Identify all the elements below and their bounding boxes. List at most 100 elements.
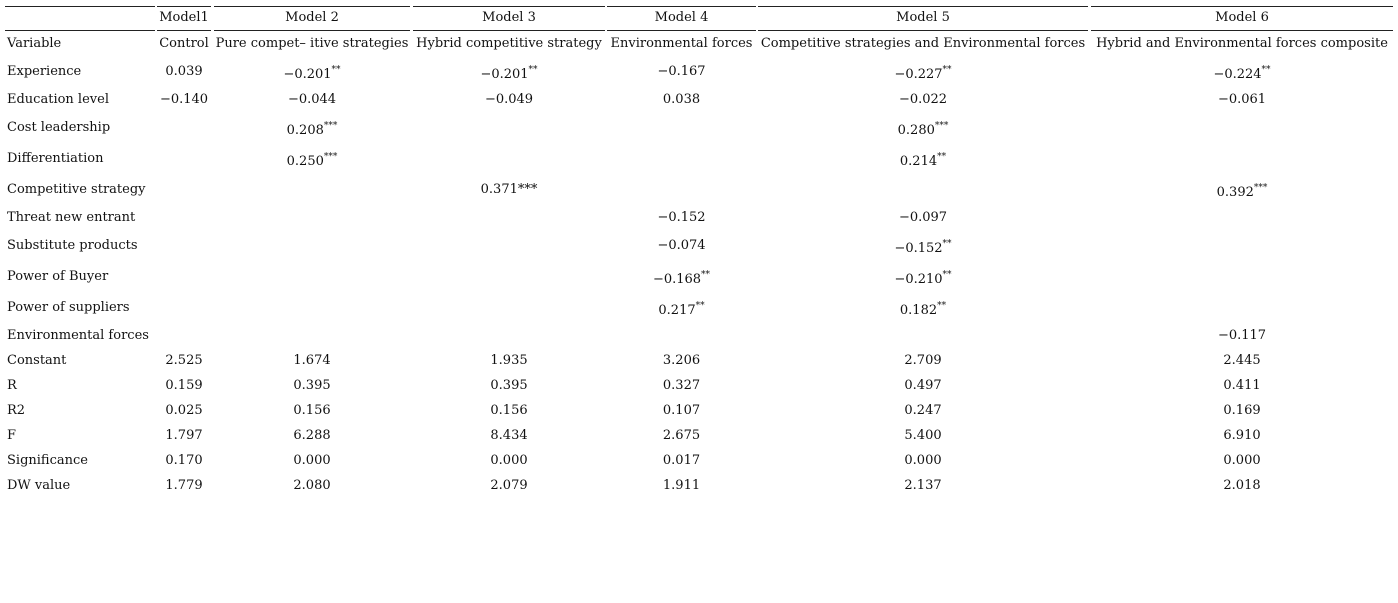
table-cell: 0.156 [490, 403, 528, 418]
table-cell: −0.168** [607, 270, 756, 289]
table-cell: −0.117 [1217, 328, 1267, 343]
row-label: R2 [7, 403, 26, 418]
table-rule [157, 6, 211, 7]
table-cell: −0.044 [287, 92, 337, 107]
table-cell: 0.217** [607, 301, 756, 320]
table-cell: −0.152 [657, 210, 706, 225]
row-label: Power of suppliers [7, 300, 130, 315]
cell-value: 0.217 [658, 303, 696, 318]
table-cell: 2.079 [490, 478, 528, 493]
table-cell: 0.025 [165, 403, 203, 418]
row-label: Differentiation [7, 151, 104, 166]
row-label: Competitive strategy [7, 182, 146, 197]
table-cell: 0.280*** [758, 121, 1088, 140]
table-cell: 0.208*** [214, 121, 410, 140]
table-cell: −0.152** [758, 239, 1088, 258]
column-header: Model 2 [285, 10, 339, 25]
table-rule [607, 6, 756, 7]
row-label: Environmental forces [7, 328, 149, 343]
column-header: Model 3 [482, 10, 536, 25]
significance-mark: ** [942, 270, 952, 280]
cell-value: 0.250 [286, 154, 324, 169]
table-cell: 0.182** [758, 301, 1088, 320]
row-label: Education level [7, 92, 109, 107]
significance-mark: ** [528, 65, 538, 75]
table-cell: 1.935 [490, 353, 528, 368]
table-cell: −0.061 [1217, 92, 1267, 107]
table-cell: 2.675 [662, 428, 701, 443]
table-rule [758, 30, 1088, 31]
significance-mark: ** [942, 65, 952, 75]
table-rule [413, 6, 605, 7]
cell-value: 0.208 [286, 123, 324, 138]
significance-mark: ** [1261, 65, 1271, 75]
row-label: R [7, 378, 17, 393]
table-cell: 0.250*** [214, 152, 410, 171]
table-rule [1091, 6, 1393, 7]
column-header: Model 5 [896, 10, 950, 25]
cell-value: 0.214 [899, 154, 938, 169]
table-rule [758, 6, 1088, 7]
table-cell: −0.140 [159, 92, 209, 107]
cell-value: −0.224 [1213, 67, 1262, 82]
table-cell: 6.910 [1223, 428, 1261, 443]
row-label: Substitute products [7, 238, 138, 253]
row-label: Constant [7, 353, 67, 368]
table-cell: −0.224** [1091, 65, 1393, 84]
table-cell: 2.080 [293, 478, 331, 493]
table-cell: 0.039 [165, 64, 203, 79]
table-cell: 1.779 [165, 478, 203, 493]
table-rule [607, 30, 756, 31]
table-cell: 0.327 [662, 378, 701, 393]
table-cell: −0.201** [413, 65, 605, 84]
table-cell: 2.137 [904, 478, 942, 493]
table-cell: 1.674 [293, 353, 331, 368]
cell-value: 0.280 [897, 123, 935, 138]
table-rule [214, 30, 410, 31]
column-header: Model 4 [654, 10, 709, 25]
cell-value: −0.210 [894, 272, 943, 287]
table-cell: 0.371*** [480, 182, 538, 197]
significance-mark: *** [323, 152, 338, 162]
table-cell: 5.400 [904, 428, 942, 443]
row-label: Threat new entrant [7, 210, 136, 225]
significance-mark: ** [701, 270, 711, 280]
cell-value: 0.182 [899, 303, 938, 318]
table-cell: −0.022 [898, 92, 948, 107]
table-cell: 2.709 [904, 353, 942, 368]
table-cell: −0.201** [214, 65, 410, 84]
cell-value: −0.227 [894, 67, 943, 82]
table-cell: 0.395 [490, 378, 528, 393]
significance-mark: ** [937, 152, 947, 162]
table-cell: 3.206 [662, 353, 701, 368]
table-cell: 0.395 [293, 378, 331, 393]
table-cell: 1.797 [165, 428, 203, 443]
row-label: Experience [7, 64, 82, 79]
significance-mark: ** [695, 301, 705, 311]
column-header: Model 6 [1215, 10, 1269, 25]
table-cell: 0.000 [490, 453, 528, 468]
table-cell: 0.017 [662, 453, 701, 468]
row-label: Variable [7, 36, 62, 51]
table-cell: −0.049 [484, 92, 534, 107]
table-cell: 0.107 [662, 403, 701, 418]
table-cell: −0.227** [758, 65, 1088, 84]
table-cell: 8.434 [490, 428, 528, 443]
table-cell: 0.156 [293, 403, 331, 418]
significance-mark: ** [937, 301, 947, 311]
table-cell: 2.018 [1223, 478, 1261, 493]
table-rule [1091, 30, 1393, 31]
table-cell: Environmental forces [610, 36, 753, 51]
significance-mark: *** [934, 121, 949, 131]
table-cell: −0.074 [657, 238, 706, 253]
row-label: F [7, 428, 17, 443]
table-cell: 0.159 [165, 378, 203, 393]
table-cell: 0.000 [904, 453, 942, 468]
table-cell: 0.000 [1223, 453, 1261, 468]
row-label: Power of Buyer [7, 269, 109, 284]
table-cell: −0.167 [657, 64, 706, 79]
table-cell: 1.911 [662, 478, 701, 493]
cell-value: −0.201 [480, 67, 529, 82]
table-cell: 0.038 [662, 92, 701, 107]
